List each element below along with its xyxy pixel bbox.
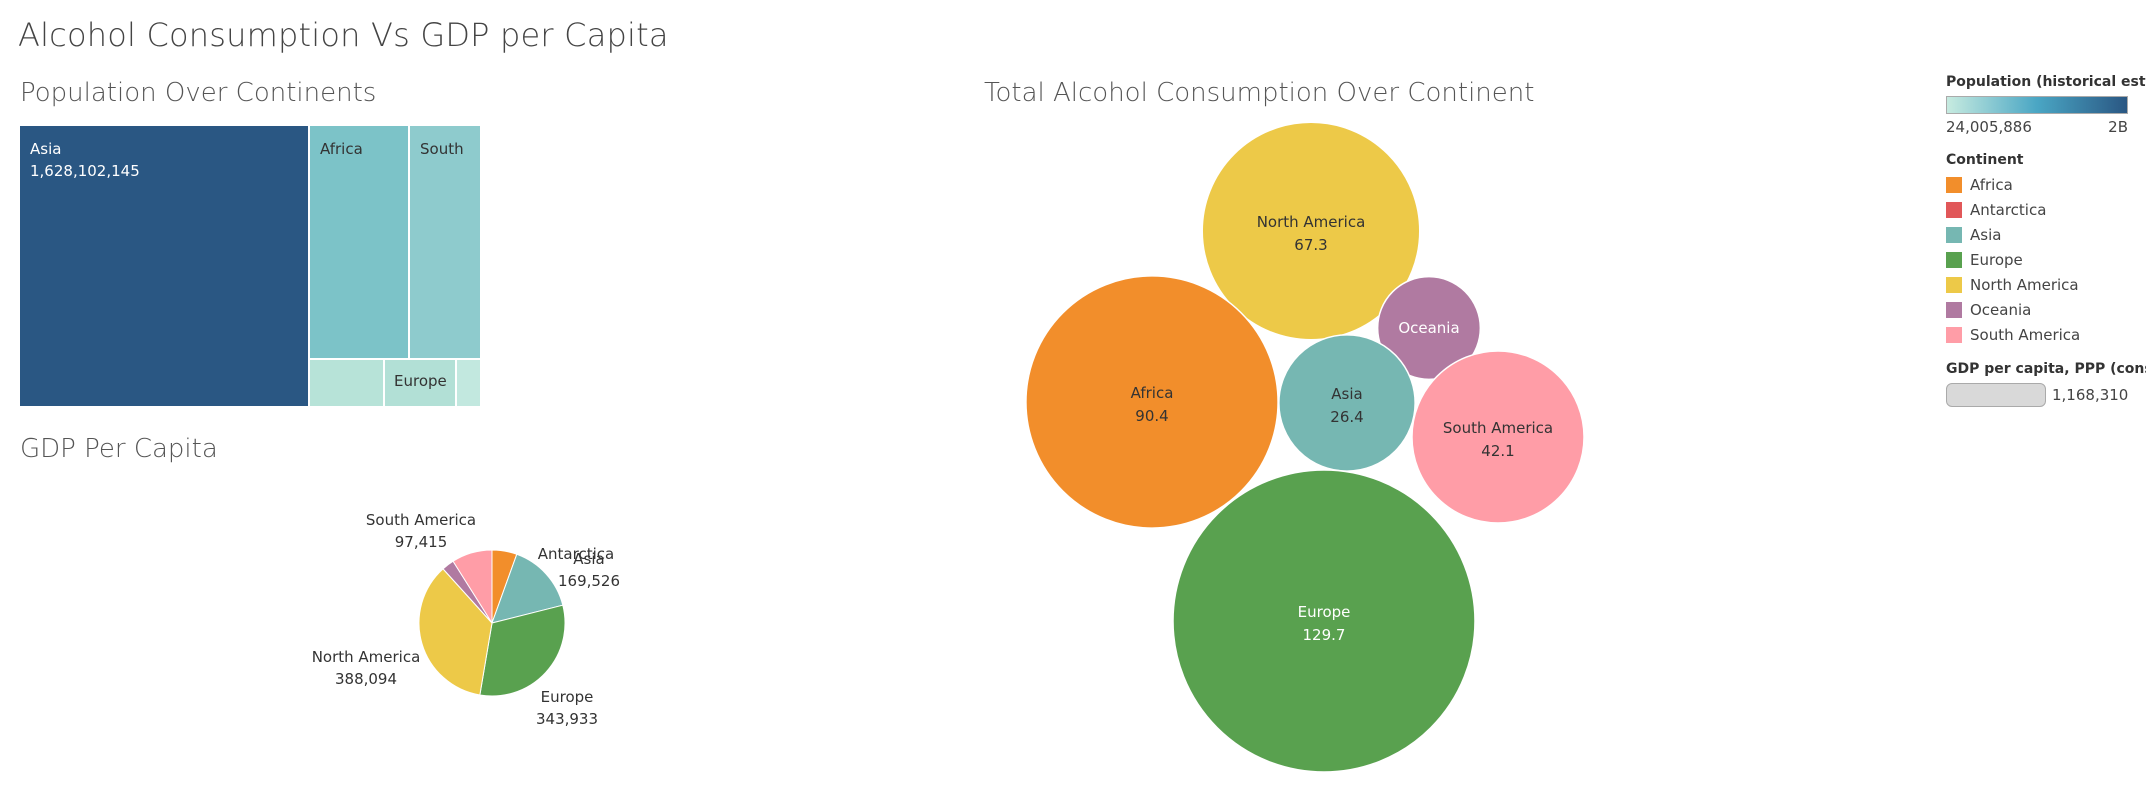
population-min-label: 24,005,886 [1946,118,2032,136]
legend-swatch [1946,326,1962,343]
population-color-ramp [1946,96,2128,114]
legend-label: South America [1970,325,2081,344]
bubble-title: Total Alcohol Consumption Over Continent [984,78,1535,108]
gdp-size-value: 1,168,310 [2052,386,2129,404]
bubble-africa[interactable] [1025,275,1279,529]
legend-item-europe[interactable]: Europe [1946,247,2146,272]
legend-item-asia[interactable]: Asia [1946,222,2146,247]
treemap-cell-label: Africa [320,140,363,158]
alcohol-bubble-chart: North America 67.3 Africa 90.4 Oceania Asia 26… [1025,121,1585,773]
pie-label-south-america: South America 97,415 [366,511,476,551]
treemap-cell-small[interactable] [310,360,385,408]
legend-item-africa[interactable]: Africa [1946,172,2146,197]
legend-label: Asia [1970,225,2002,244]
pie-slice-asia[interactable] [491,553,564,624]
bubble-label-asia: Asia [1331,385,1362,403]
bubble-asia[interactable] [1278,334,1416,472]
pie-slice-europe[interactable] [479,604,566,697]
treemap-cell-south[interactable]: South [410,126,482,360]
pie-slice-north-america[interactable] [418,568,493,696]
pie-label-asia: Asia 169,526 [558,550,620,590]
bubble-europe[interactable] [1172,469,1476,773]
bubble-value-asia: 26.4 [1330,408,1363,426]
continent-legend-title: Continent [1946,152,2024,168]
treemap-cell-tiny[interactable] [457,360,482,408]
bubble-label-oceania: Oceania [1398,319,1459,337]
legend-label: Oceania [1970,300,2032,319]
bubble-value-south-america: 42.1 [1481,442,1514,460]
legend-label: Europe [1970,250,2023,269]
gdp-size-swatch [1946,383,2046,407]
legend-label: Africa [1970,175,2013,194]
pie-label-north-america: North America 388,094 [312,648,421,688]
bubble-value-africa: 90.4 [1135,407,1168,425]
legend-swatch [1946,276,1962,293]
population-max-label: 2B [2108,118,2128,136]
population-legend-title: Population (historical est.. [1946,74,2146,90]
treemap-cell-asia[interactable]: Asia 1,628,102,145 [20,126,310,408]
legend-swatch [1946,226,1962,243]
legend-item-oceania[interactable]: Oceania [1946,297,2146,322]
bubble-north-america[interactable] [1201,121,1421,341]
treemap-cell-africa[interactable]: Africa [310,126,410,360]
gdp-legend-title: GDP per capita, PPP (cons.. [1946,361,2146,377]
legend-item-south-america[interactable]: South America [1946,322,2146,347]
pie-slice-south-america[interactable] [452,549,493,625]
gdp-pie-chart: South America 97,415 Antarctica Asia 169,5… [312,511,620,728]
legend-swatch [1946,251,1962,268]
legend-label: North America [1970,275,2079,294]
bubble-south-america[interactable] [1411,350,1585,524]
bubble-value-north-america: 67.3 [1294,236,1327,254]
legend-item-antarctica[interactable]: Antarctica [1946,197,2146,222]
dashboard-title: Alcohol Consumption Vs GDP per Capita [18,16,669,54]
legend-panel: Population (historical est.. 24,005,886 … [1946,74,2146,407]
treemap-cell-value: 1,628,102,145 [30,162,140,180]
bubble-oceania[interactable] [1376,275,1482,381]
treemap-cell-label: Europe [394,372,447,390]
pie-label-europe: Europe 343,933 [536,688,598,728]
bubble-label-europe: Europe [1298,603,1351,621]
population-treemap: Asia 1,628,102,145 Africa South Europe [20,126,482,408]
bubble-label-africa: Africa [1131,384,1174,402]
treemap-cell-label: Asia [30,140,62,158]
legend-label: Antarctica [1970,200,2047,219]
legend-swatch [1946,201,1962,218]
pie-label-antarctica: Antarctica [538,545,614,563]
bubble-label-north-america: North America [1257,213,1366,231]
bubble-value-europe: 129.7 [1303,626,1346,644]
legend-item-north-america[interactable]: North America [1946,272,2146,297]
treemap-title: Population Over Continents [20,78,377,108]
pie-title: GDP Per Capita [20,434,218,464]
legend-swatch [1946,176,1962,193]
bubble-label-south-america: South America [1443,419,1553,437]
treemap-cell-europe[interactable]: Europe [385,360,457,408]
treemap-cell-label: South [420,140,464,158]
legend-swatch [1946,301,1962,318]
